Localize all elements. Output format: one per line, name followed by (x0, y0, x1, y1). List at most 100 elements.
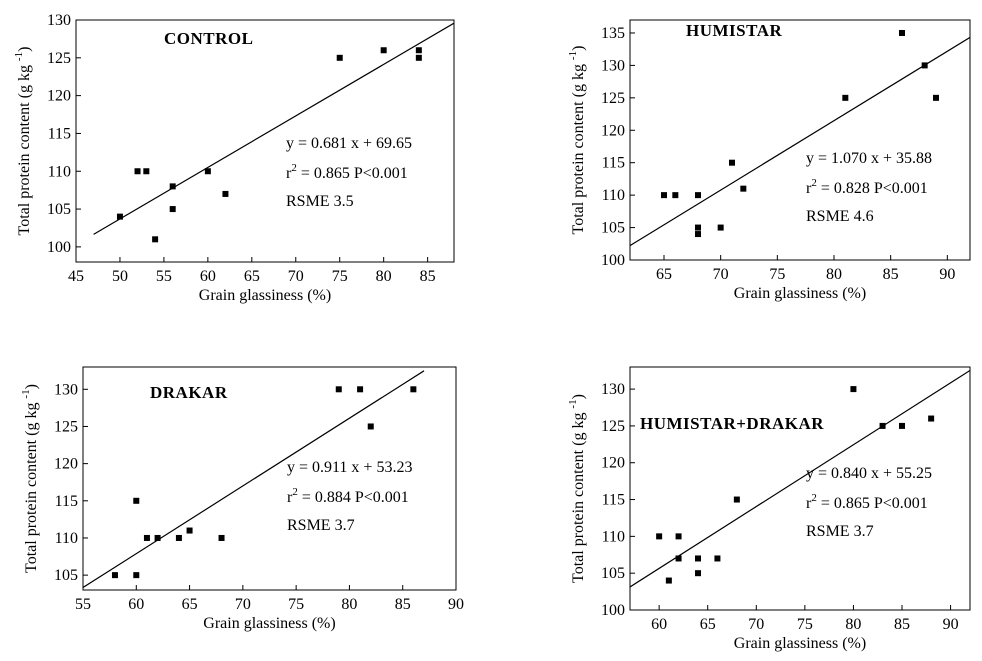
x-tick-label: 90 (448, 596, 464, 613)
y-tick-label: 115 (602, 155, 625, 172)
data-point (380, 47, 387, 54)
x-axis-label: Grain glassiness (%) (734, 635, 866, 652)
x-axis-label: Grain glassiness (%) (203, 615, 335, 632)
data-point (367, 423, 374, 430)
data-point (204, 168, 211, 175)
data-point (740, 185, 747, 192)
y-tick-label: 105 (47, 201, 71, 218)
panel-control: 45 50 55 60 65 70 75 80 85 100 105 110 115 120 125 130 G… (13, 12, 455, 304)
data-point (842, 94, 849, 101)
data-point (729, 159, 735, 166)
regression-line (93, 22, 454, 235)
panel-title: HUMISTAR+DRAKAR (640, 414, 824, 433)
data-point (169, 206, 176, 213)
data-point (175, 534, 182, 541)
y-tick-label: 120 (601, 122, 625, 139)
data-point (154, 534, 161, 541)
y-tick-label: 130 (47, 12, 71, 29)
x-tick-label: 80 (826, 266, 842, 283)
y-tick-label: 125 (601, 90, 625, 107)
y-axis-label: Total protein content (g kg -1) (567, 46, 587, 235)
y-tick-label: 120 (54, 456, 78, 473)
y-tick-label: 105 (601, 220, 625, 237)
data-point (169, 183, 176, 190)
data-point (111, 572, 118, 579)
data-point (672, 192, 679, 199)
r-squared-text: r2 = 0.865 P<0.001 (806, 492, 928, 512)
x-tick-label: 60 (651, 616, 667, 633)
data-point (357, 386, 364, 393)
regression-equation: y = 0.840 x + 55.25 (806, 465, 932, 482)
data-point (133, 572, 140, 579)
x-tick-label: 85 (395, 596, 411, 613)
x-tick-label: 80 (845, 616, 861, 633)
r-squared-text: r2 = 0.828 P<0.001 (806, 177, 928, 197)
panel-drakar: 55 60 65 70 75 80 85 90 105 110 115 120 125 130 Grain … (20, 366, 464, 632)
panel-title: CONTROL (164, 29, 253, 48)
x-tick-label: 70 (235, 596, 251, 613)
regression-equation: y = 0.681 x + 69.65 (286, 135, 412, 152)
x-tick-label: 55 (156, 268, 172, 285)
rsme-text: RSME 3.7 (806, 523, 874, 540)
data-point (116, 213, 123, 220)
data-point (336, 54, 343, 61)
x-axis-label: Grain glassiness (%) (199, 287, 331, 304)
x-tick-label: 70 (288, 268, 304, 285)
x-tick-label: 85 (894, 616, 910, 633)
panel-humistar: 65 70 75 80 85 90 100 105 110 115 120 125 130 135 Grai… (567, 19, 971, 302)
x-tick-label: 75 (332, 268, 348, 285)
y-tick-label: 105 (601, 565, 625, 582)
x-tick-label: 90 (943, 616, 959, 633)
x-tick-label: 65 (182, 596, 198, 613)
data-point (415, 47, 422, 54)
y-tick-label: 125 (54, 418, 78, 435)
y-tick-label: 130 (601, 381, 625, 398)
data-point (222, 190, 229, 197)
x-tick-label: 75 (288, 596, 304, 613)
y-tick-label: 115 (55, 493, 78, 510)
data-point (661, 192, 667, 199)
x-tick-label: 70 (748, 616, 764, 633)
x-tick-label: 75 (797, 616, 813, 633)
x-tick-label: 85 (420, 268, 436, 285)
regression-line (83, 370, 425, 589)
data-point (921, 62, 928, 69)
y-tick-label: 100 (47, 239, 71, 256)
y-axis-label: Total protein content (g kg -1) (13, 47, 33, 236)
data-point (143, 168, 150, 175)
x-tick-label: 60 (200, 268, 216, 285)
data-point (133, 497, 140, 504)
data-point (695, 555, 701, 562)
data-point (656, 533, 663, 540)
x-tick-label: 70 (713, 266, 729, 283)
data-point (899, 422, 905, 429)
y-tick-label: 115 (48, 125, 71, 142)
rsme-text: RSME 3.5 (286, 193, 354, 210)
y-tick-label: 100 (601, 252, 625, 269)
y-tick-label: 125 (47, 50, 71, 67)
x-tick-label: 65 (244, 268, 260, 285)
y-axis-label: Total protein content (g kg -1) (20, 384, 40, 573)
x-tick-label: 80 (341, 596, 357, 613)
x-tick-label: 45 (68, 268, 84, 285)
y-axis-label: Total protein content (g kg -1) (567, 394, 587, 583)
y-tick-label: 110 (602, 528, 625, 545)
data-point (695, 224, 701, 231)
x-tick-label: 90 (939, 266, 955, 283)
data-point (717, 224, 724, 231)
y-tick-label: 125 (601, 418, 625, 435)
y-tick-label: 110 (602, 187, 625, 204)
x-axis-label: Grain glassiness (%) (734, 285, 866, 302)
data-point (665, 577, 672, 584)
y-tick-label: 120 (47, 88, 71, 105)
data-point (675, 555, 682, 562)
panel-title: DRAKAR (150, 383, 228, 402)
data-point (695, 231, 701, 238)
data-point (186, 527, 193, 534)
r-squared-text: r2 = 0.865 P<0.001 (286, 162, 408, 182)
y-tick-label: 110 (55, 530, 78, 547)
data-point (714, 555, 721, 562)
y-tick-label: 115 (602, 492, 625, 509)
x-tick-label: 80 (376, 268, 392, 285)
data-point (152, 236, 159, 243)
